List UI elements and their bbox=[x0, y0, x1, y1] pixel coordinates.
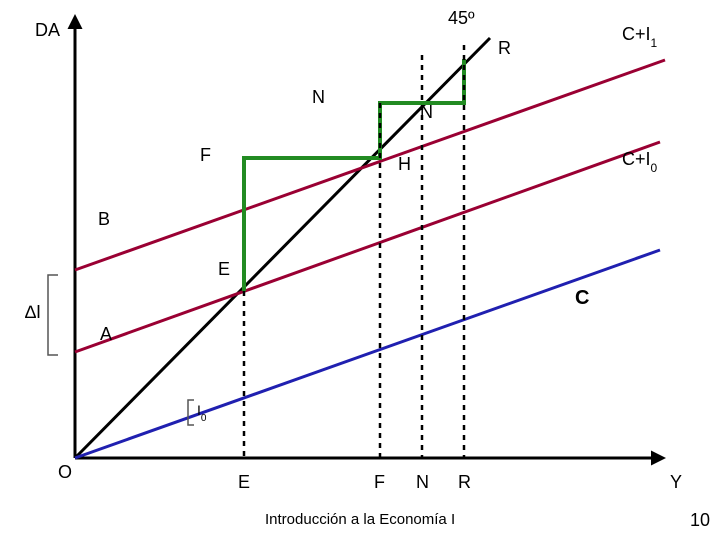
label-ci0: C+I0 bbox=[622, 149, 658, 175]
label-x_F: F bbox=[374, 472, 385, 492]
label-R_top: R bbox=[498, 38, 511, 58]
i0-bracket bbox=[188, 400, 194, 425]
label-45: 45º bbox=[448, 8, 475, 28]
page-number: 10 bbox=[690, 510, 710, 530]
label-x_E: E bbox=[238, 472, 250, 492]
label-Y: Y bbox=[670, 472, 682, 492]
label-i0: I0 bbox=[197, 402, 207, 424]
label-N_right: N bbox=[420, 102, 433, 122]
label-x_R: R bbox=[458, 472, 471, 492]
label-H: H bbox=[398, 154, 411, 174]
label-N_top: N bbox=[312, 87, 325, 107]
label-deltaI: ∆I bbox=[25, 302, 41, 322]
ci0-line bbox=[75, 142, 660, 352]
label-F_left: F bbox=[200, 145, 211, 165]
label-E_left: E bbox=[218, 259, 230, 279]
delta-i-bracket bbox=[48, 275, 58, 355]
label-O: O bbox=[58, 462, 72, 482]
label-ci1: C+I1 bbox=[622, 24, 658, 50]
label-x_N: N bbox=[416, 472, 429, 492]
label-B: B bbox=[98, 209, 110, 229]
consumption-line bbox=[75, 250, 660, 458]
footer-text: Introducción a la Economía I bbox=[265, 511, 455, 528]
label-A: A bbox=[100, 324, 112, 344]
ci1-line bbox=[75, 60, 665, 270]
label-DA: DA bbox=[35, 20, 60, 40]
keynesian-cross-diagram: DA Y O 45º C ∆I B A E F N N R H E F N R C+I1 C+I0 I0 Introduc… bbox=[0, 0, 720, 540]
label-C: C bbox=[575, 287, 589, 309]
